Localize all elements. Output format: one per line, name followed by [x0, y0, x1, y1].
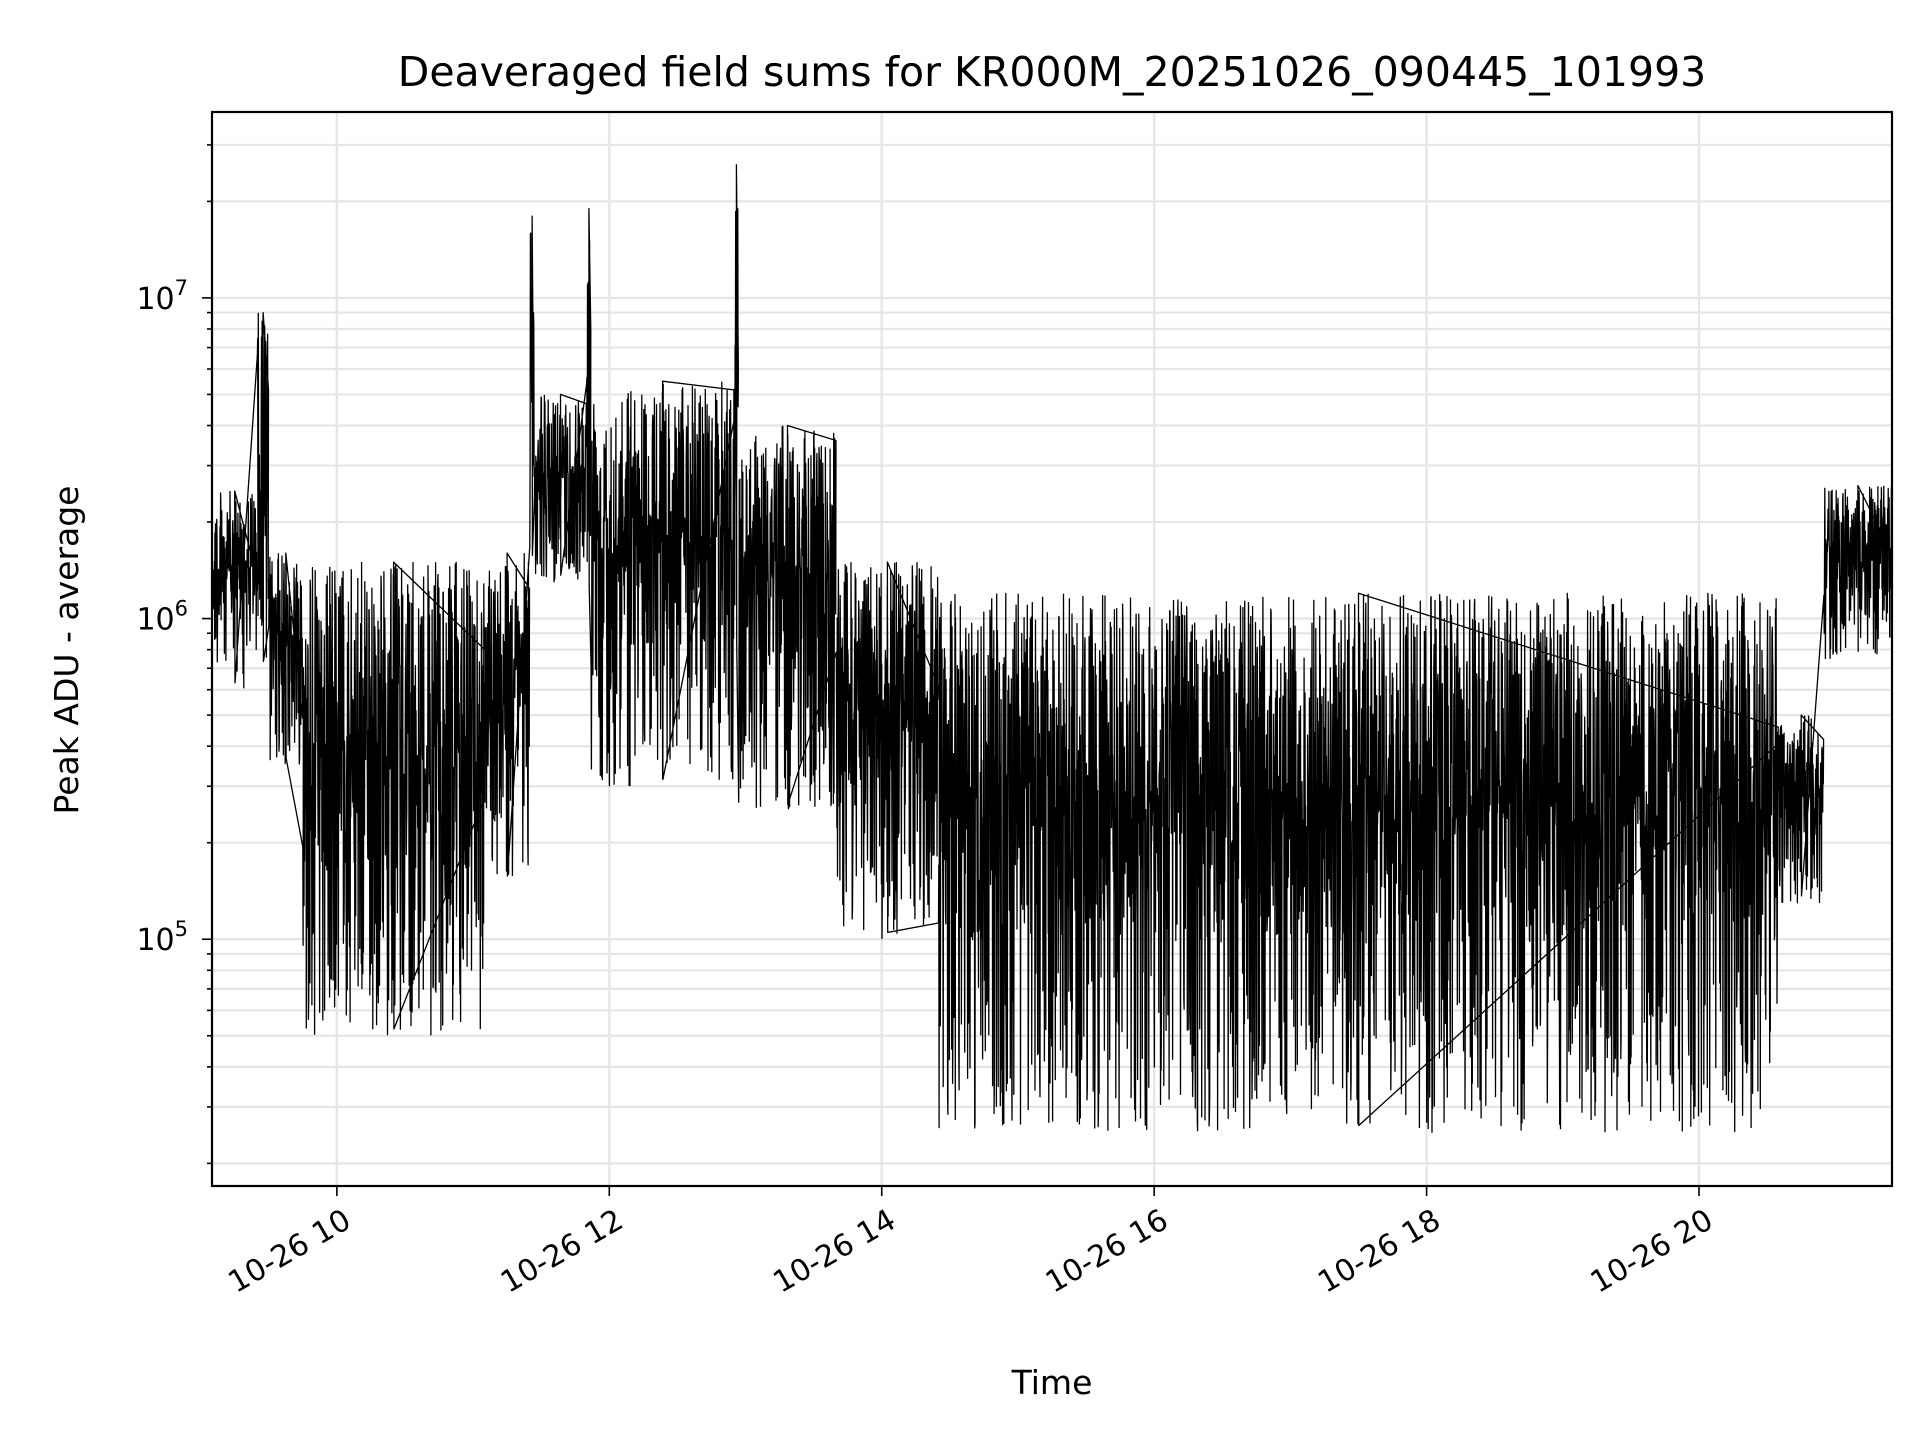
series-line: [211, 164, 1893, 1133]
chart-title: Deaveraged field sums for KR000M_2025102…: [398, 48, 1707, 96]
x-axis-label: Time: [1011, 1363, 1093, 1402]
y-tick-label: 107: [136, 276, 188, 317]
y-tick-label: 105: [136, 917, 188, 958]
data-series-line: [211, 164, 1893, 1133]
y-axis-ticks: 105 106 107: [136, 144, 212, 1165]
y-axis-label: Peak ADU - average: [47, 486, 86, 815]
y-tick-label: 106: [136, 597, 188, 638]
